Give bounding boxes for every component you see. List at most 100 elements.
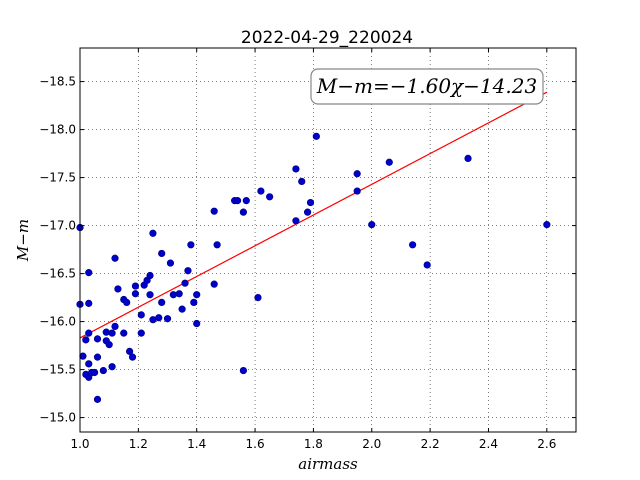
data-point [166, 259, 175, 267]
data-point [108, 363, 116, 371]
data-point [123, 298, 131, 307]
data-point [298, 177, 306, 186]
data-point [105, 341, 113, 349]
data-point [306, 198, 315, 207]
data-point [353, 187, 361, 195]
data-point [146, 271, 154, 280]
data-point [254, 294, 262, 302]
data-point [178, 305, 186, 313]
data-point [114, 285, 122, 293]
data-point [181, 279, 189, 287]
data-point [210, 280, 218, 288]
data-point [93, 335, 102, 343]
x-tick-label: 1.4 [187, 437, 206, 451]
data-point [163, 315, 172, 323]
data-point [85, 360, 93, 368]
data-point [409, 241, 417, 249]
x-tick-label: 1.0 [70, 437, 89, 451]
x-axis-label: airmass [298, 455, 358, 473]
data-point [423, 261, 431, 269]
data-point [353, 170, 361, 178]
data-point [368, 221, 376, 229]
data-point [292, 165, 300, 173]
data-point [111, 254, 119, 262]
data-point [146, 291, 154, 299]
fit-line [79, 91, 548, 339]
data-point [239, 366, 247, 375]
x-tick-label: 2.0 [362, 437, 381, 451]
data-point [99, 366, 107, 375]
data-point [85, 269, 93, 277]
x-tick-labels: 1.0 1.2 1.4 1.6 1.8 2.0 2.2 2.4 2.6 [70, 437, 556, 451]
data-point [90, 368, 99, 377]
data-point [312, 132, 320, 140]
data-point [257, 187, 265, 195]
data-point [169, 291, 177, 299]
data-point [190, 298, 198, 307]
data-point [108, 329, 116, 337]
data-point [126, 347, 134, 355]
x-tick-label: 1.6 [246, 437, 265, 451]
y-tick-label: −15.5 [39, 363, 76, 377]
data-point [102, 328, 110, 336]
data-point [233, 197, 242, 205]
data-points [76, 85, 551, 403]
y-tick-label: −17.0 [39, 219, 76, 233]
data-point [175, 290, 183, 298]
data-point [193, 291, 201, 299]
data-point [213, 241, 221, 249]
y-axis-label: M−m [14, 219, 32, 262]
chart-title: 2022-04-29_220024 [241, 28, 413, 48]
y-tick-label: −18.5 [39, 75, 76, 89]
data-point [303, 208, 312, 216]
data-point [158, 249, 166, 258]
data-point [137, 311, 145, 319]
annotation-box [310, 68, 544, 105]
grid-lines [79, 48, 576, 432]
data-point [385, 158, 393, 166]
data-point [85, 299, 93, 307]
axis-ticks [79, 48, 576, 432]
data-point [266, 193, 274, 201]
data-point [242, 197, 250, 205]
data-point [193, 319, 201, 328]
x-tick-label: 1.8 [304, 437, 323, 451]
data-point [464, 154, 472, 162]
data-point [111, 322, 119, 331]
data-point [158, 298, 166, 307]
fit-line-group [79, 91, 548, 339]
y-tick-labels: −15.0 −15.5 −16.0 −16.5 −17.0 −17.5 −18.0 −18.5 [39, 75, 76, 425]
x-tick-label: 2.4 [479, 437, 498, 451]
data-point [79, 352, 87, 360]
x-tick-label: 1.2 [129, 437, 148, 451]
fit-annotation: M−m=−1.60χ−14.23 [310, 68, 544, 105]
data-point [82, 336, 90, 344]
data-point [131, 282, 140, 290]
y-tick-label: −18.0 [39, 123, 76, 137]
fit-equation: M−m=−1.60χ−14.23 [316, 74, 537, 98]
data-point [187, 241, 195, 249]
y-tick-label: −16.5 [39, 267, 76, 281]
plot-area [76, 47, 577, 433]
y-tick-label: −17.5 [39, 171, 76, 185]
data-point [137, 329, 145, 337]
data-point [155, 314, 163, 322]
data-point [93, 353, 102, 361]
data-point [184, 267, 192, 275]
data-point [120, 329, 128, 337]
x-tick-label: 2.6 [537, 437, 556, 451]
plot-background [80, 48, 576, 432]
data-point [149, 229, 157, 237]
data-point [131, 290, 140, 298]
data-point [128, 353, 137, 361]
y-tick-label: −15.0 [39, 411, 76, 425]
data-point [543, 221, 551, 229]
data-point [292, 217, 300, 225]
plot-frame [79, 47, 577, 433]
data-point [93, 395, 102, 403]
data-point [239, 208, 247, 216]
x-tick-label: 2.2 [421, 437, 440, 451]
data-point [210, 207, 218, 215]
y-tick-label: −16.0 [39, 315, 76, 329]
